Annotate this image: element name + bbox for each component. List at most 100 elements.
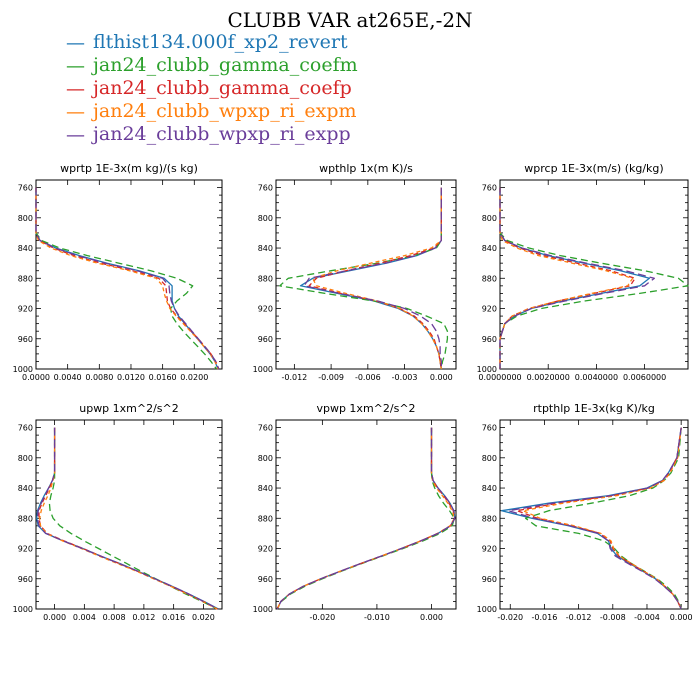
y-tick-label: 760: [482, 184, 497, 193]
y-tick-label: 880: [482, 514, 497, 523]
series-line: [38, 427, 218, 610]
series-line: [499, 187, 651, 369]
subplot-title: wprcp 1E-3x(m/s) (kg/kg): [524, 162, 663, 175]
y-tick-label: 920: [18, 305, 33, 314]
y-tick-label: 760: [18, 424, 33, 433]
series-line: [39, 427, 218, 610]
plot-frame: [275, 179, 457, 370]
x-tick-label: -0.003: [392, 373, 418, 382]
x-tick-label: 0.0200: [180, 373, 208, 382]
y-tick-label: 960: [482, 335, 497, 344]
plot-frame: [35, 419, 223, 610]
series-line: [35, 187, 219, 370]
y-tick-label: 760: [258, 424, 273, 433]
x-tick-label: -0.020: [309, 613, 335, 622]
subplot-title: upwp 1xm^2/s^2: [79, 402, 179, 415]
x-tick-label: 0.008: [103, 613, 126, 622]
series-line: [308, 187, 442, 370]
subplot-1: wprtp 1E-3x(m kg)/(s kg) 760 800 840 880 920 9…: [13, 162, 223, 382]
x-tick-label: -0.004: [634, 613, 660, 622]
y-tick-label: 1000: [253, 365, 273, 374]
subplot-4: upwp 1xm^2/s^2 760 800 840 880 920 960 1000 0.00…: [13, 402, 223, 622]
subplot-6: rtpthlp 1E-3x(kg K)/kg 760 800 840 880 920 960…: [477, 402, 693, 622]
series-line: [516, 427, 682, 610]
y-tick-label: 760: [18, 184, 33, 193]
legend: — flthist134.000f_xp2_revert — jan24_clubb_…: [66, 31, 358, 146]
y-tick-label: 840: [18, 244, 33, 253]
y-tick-label: 920: [258, 305, 273, 314]
subplot-title: rtpthlp 1E-3x(kg K)/kg: [533, 402, 655, 415]
series-line: [499, 187, 636, 369]
x-tick-label: 0.0060000: [623, 373, 666, 382]
subplot-5: vpwp 1xm^2/s^2 760 800 840 880 920 960 1000 -0.0…: [253, 402, 457, 622]
legend-item: — jan24_clubb_gamma_coefm: [66, 54, 358, 77]
x-tick-label: 0.000: [670, 613, 693, 622]
subplot-3: wprcp 1E-3x(m/s) (kg/kg) 760 800 840 880 920 9…: [477, 162, 689, 382]
y-tick-label: 760: [482, 424, 497, 433]
y-tick-label: 920: [258, 545, 273, 554]
x-tick-label: 0.0080: [85, 373, 113, 382]
y-tick-label: 960: [482, 575, 497, 584]
y-tick-label: 1000: [477, 365, 497, 374]
y-tick-label: 880: [18, 274, 33, 283]
legend-swatch: —: [66, 31, 85, 54]
series-line: [35, 187, 220, 370]
x-tick-label: -0.009: [318, 373, 344, 382]
y-tick-label: 960: [18, 335, 33, 344]
x-tick-label: 0.020: [192, 613, 215, 622]
series-line: [499, 187, 655, 369]
y-tick-label: 800: [18, 454, 33, 463]
plot-frame: [35, 179, 223, 370]
x-tick-label: 0.0000: [22, 373, 50, 382]
y-tick-label: 1000: [13, 365, 33, 374]
legend-swatch: —: [66, 77, 85, 100]
legend-swatch: —: [66, 100, 85, 123]
x-tick-label: -0.016: [532, 613, 558, 622]
y-tick-label: 880: [482, 274, 497, 283]
legend-label: flthist134.000f_xp2_revert: [93, 31, 348, 53]
subplot-title: wprtp 1E-3x(m kg)/(s kg): [60, 162, 198, 175]
subplot-title: vpwp 1xm^2/s^2: [316, 402, 415, 415]
x-tick-label: 0.0040: [54, 373, 82, 382]
series-line: [35, 187, 220, 370]
y-tick-label: 840: [482, 484, 497, 493]
x-tick-label: 0.000: [420, 613, 443, 622]
x-tick-label: 0.000: [43, 613, 66, 622]
legend-label: jan24_clubb_gamma_coefm: [93, 54, 358, 76]
legend-label: jan24_clubb_wpxp_ri_expp: [93, 123, 351, 145]
subplot-2: wpthlp 1x(m K)/s 760 800 840 880 920 960 1000 -0…: [253, 162, 457, 382]
x-tick-label: -0.020: [497, 613, 523, 622]
y-tick-label: 840: [258, 244, 273, 253]
y-tick-label: 880: [18, 514, 33, 523]
y-tick-label: 960: [258, 335, 273, 344]
series-line: [276, 427, 456, 610]
series-line: [35, 187, 218, 370]
series-line: [501, 427, 682, 610]
x-tick-label: -0.006: [355, 373, 381, 382]
y-tick-label: 800: [482, 454, 497, 463]
x-tick-label: 0.0020000: [527, 373, 570, 382]
series-line: [299, 187, 442, 370]
y-tick-label: 840: [482, 244, 497, 253]
plot-frame: [499, 419, 689, 610]
series-line: [499, 187, 634, 369]
y-tick-label: 880: [258, 274, 273, 283]
x-tick-label: 0.004: [73, 613, 96, 622]
y-tick-label: 920: [482, 545, 497, 554]
y-tick-label: 960: [258, 575, 273, 584]
series-line: [276, 427, 456, 610]
legend-label: jan24_clubb_wpxp_ri_expm: [93, 100, 357, 122]
series-line: [312, 187, 442, 370]
x-tick-label: 0.0120: [117, 373, 145, 382]
y-tick-label: 1000: [13, 605, 33, 614]
x-tick-label: -0.010: [364, 613, 390, 622]
legend-item: — jan24_clubb_wpxp_ri_expm: [66, 100, 358, 123]
x-tick-label: 0.0000000: [478, 373, 521, 382]
legend-item: — jan24_clubb_wpxp_ri_expp: [66, 123, 358, 146]
subplot-title: wpthlp 1x(m K)/s: [319, 162, 413, 175]
y-tick-label: 760: [258, 184, 273, 193]
series-line: [36, 427, 219, 610]
x-tick-label: -0.012: [566, 613, 592, 622]
y-tick-label: 800: [258, 454, 273, 463]
